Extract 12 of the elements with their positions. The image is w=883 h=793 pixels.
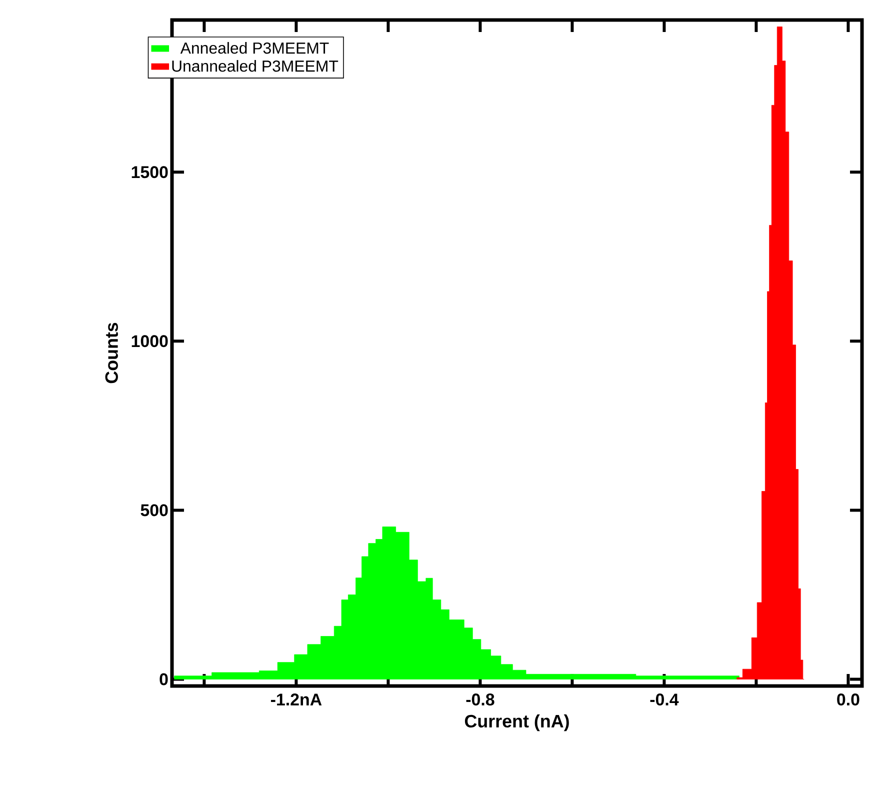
x-tick-label: -0.4 [650, 694, 679, 706]
y-axis-title: Counts [105, 322, 118, 384]
y-tick-label: 0 [160, 673, 168, 686]
x-tick-label: 0.0 [837, 694, 860, 706]
y-tick-label: 1000 [132, 335, 168, 348]
x-axis-title: Current (nA) [464, 714, 569, 732]
x-tick-label: -0.8 [466, 694, 494, 706]
legend-label: Unannealed P3MEEMT [172, 60, 338, 72]
y-tick-label: 500 [140, 504, 168, 516]
legend-label: Annealed P3MEEMT [180, 42, 329, 54]
y-tick-label: 1500 [132, 166, 168, 178]
x-tick-label: -1.2nA [270, 694, 322, 706]
